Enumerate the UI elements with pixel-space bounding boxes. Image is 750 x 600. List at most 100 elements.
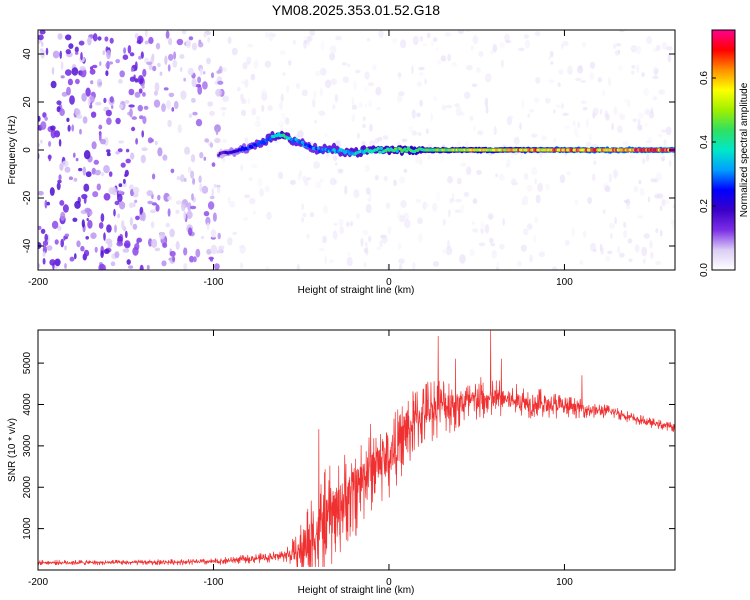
noise-blob — [42, 258, 46, 265]
noise-blob — [207, 36, 211, 43]
noise-blob — [78, 40, 85, 46]
snr-series-line — [38, 330, 675, 568]
noise-blob — [466, 166, 472, 176]
noise-blob — [531, 133, 538, 138]
noise-blob — [346, 251, 351, 257]
noise-blob — [60, 75, 65, 79]
noise-blob — [460, 162, 467, 167]
noise-blob — [278, 101, 284, 110]
noise-blob — [169, 250, 176, 257]
noise-blob — [627, 98, 630, 108]
noise-blob — [117, 213, 120, 219]
noise-blob — [564, 239, 570, 246]
noise-blob — [192, 111, 198, 116]
noise-blob — [139, 78, 144, 84]
noise-blob — [76, 240, 81, 248]
noise-blob — [94, 169, 101, 176]
noise-blob — [182, 200, 187, 205]
noise-blob — [557, 82, 561, 87]
noise-blob — [519, 152, 524, 160]
spectrogram-signal-layer — [216, 130, 675, 159]
noise-blob — [42, 240, 49, 246]
noise-blob — [334, 162, 338, 166]
noise-blob — [523, 34, 530, 39]
noise-blob — [104, 36, 109, 42]
noise-blob — [459, 254, 466, 264]
noise-blob — [206, 222, 210, 231]
noise-blob — [352, 80, 358, 90]
noise-blob — [183, 178, 187, 182]
noise-blob — [100, 213, 105, 223]
signal-point — [378, 150, 382, 154]
noise-blob — [126, 259, 131, 265]
noise-blob — [140, 51, 144, 59]
noise-blob — [183, 211, 187, 220]
noise-blob — [301, 217, 305, 223]
noise-blob — [413, 35, 419, 46]
noise-blob — [132, 246, 139, 256]
noise-blob — [203, 156, 207, 161]
noise-blob — [608, 76, 611, 87]
noise-blob — [215, 88, 222, 97]
noise-blob — [539, 151, 543, 159]
noise-blob — [617, 245, 620, 254]
noise-blob — [650, 107, 654, 114]
noise-blob — [419, 35, 424, 42]
noise-blob — [469, 248, 475, 257]
noise-blob — [464, 141, 469, 148]
noise-blob — [672, 204, 675, 209]
noise-blob — [166, 100, 171, 110]
noise-blob — [52, 50, 60, 59]
noise-blob — [465, 30, 472, 33]
noise-blob — [342, 76, 350, 83]
noise-blob — [364, 164, 371, 173]
noise-blob — [259, 188, 265, 197]
noise-blob — [162, 242, 168, 248]
noise-blob — [398, 215, 405, 223]
noise-blob — [466, 64, 473, 71]
noise-blob — [261, 104, 265, 112]
noise-blob — [92, 191, 99, 198]
noise-blob — [655, 172, 663, 182]
noise-blob — [381, 234, 388, 244]
spectrogram-x-axis: -200 -100 0 100 — [28, 30, 573, 288]
noise-blob — [329, 259, 334, 264]
noise-blob — [630, 70, 635, 75]
noise-blob — [491, 249, 498, 259]
noise-blob — [197, 76, 202, 84]
noise-blob — [119, 70, 125, 78]
noise-blob — [534, 216, 539, 224]
noise-blob — [110, 261, 116, 267]
noise-blob — [364, 241, 368, 248]
noise-blob — [180, 174, 185, 183]
noise-blob — [480, 221, 485, 228]
noise-blob — [83, 249, 90, 257]
noise-blob — [87, 219, 93, 229]
noise-blob — [549, 50, 554, 58]
noise-blob — [44, 116, 48, 121]
noise-blob — [187, 166, 192, 173]
noise-blob — [63, 235, 66, 241]
noise-blob — [221, 111, 226, 117]
noise-blob — [98, 132, 102, 142]
noise-blob — [454, 209, 462, 213]
noise-blob — [227, 196, 231, 204]
noise-blob — [582, 230, 587, 238]
noise-blob — [656, 44, 661, 51]
noise-blob — [167, 208, 171, 217]
noise-blob — [351, 114, 356, 123]
noise-blob — [154, 82, 160, 92]
noise-blob — [521, 99, 525, 109]
noise-blob — [364, 85, 368, 92]
noise-blob — [324, 79, 332, 88]
signal-point — [256, 142, 260, 146]
noise-blob — [665, 126, 672, 136]
noise-blob — [141, 211, 146, 222]
noise-blob — [214, 263, 220, 270]
noise-blob — [38, 115, 41, 122]
noise-blob — [222, 67, 227, 72]
noise-blob — [516, 260, 522, 267]
snr-xtick-label: 100 — [556, 577, 573, 588]
noise-blob — [295, 83, 300, 90]
